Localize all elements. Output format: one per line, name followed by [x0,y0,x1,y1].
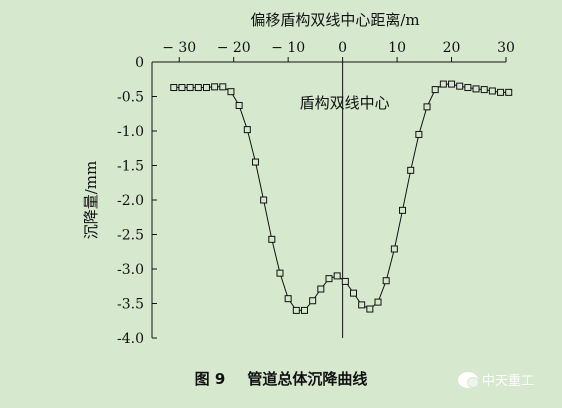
data-point [211,83,219,91]
data-point [300,306,308,314]
x-tick-label: 10 [388,40,406,56]
data-point [227,88,235,96]
data-point [341,277,349,285]
data-point [358,301,366,309]
y-tick-label: -0.5 [117,90,144,106]
x-axis-title: 偏移盾构双线中心距离/m [250,11,419,29]
data-point [505,88,513,96]
data-point [202,84,210,92]
figure-caption: 图 9 管道总体沉降曲线 [0,368,562,389]
y-tick-label: -2.5 [117,228,144,244]
data-point [374,298,382,306]
data-point [186,84,194,92]
x-tick-label: 30 [497,40,515,56]
data-point [292,306,300,314]
data-point [260,196,268,204]
watermark-text: 中天重工 [482,374,535,389]
y-tick-label: -3.5 [117,297,144,313]
data-point [276,269,284,277]
y-axis-title: 沉降量/mm [82,161,100,240]
data-point [325,275,333,283]
data-point [382,277,390,285]
data-point [350,289,358,297]
data-point [399,206,407,214]
x-tick-label: − 30 [162,40,196,56]
y-tick-label: 0 [135,55,144,71]
x-tick-label: 20 [443,40,461,56]
data-point [268,235,276,243]
data-point [178,84,186,92]
data-point [235,101,243,109]
data-point [480,86,488,94]
data-point [251,158,259,166]
data-point [464,84,472,92]
data-point [333,272,341,280]
figure-caption-text: 管道总体沉降曲线 [247,370,368,388]
data-point [423,103,431,111]
x-tick-label: 0 [338,40,347,56]
data-point [439,80,447,88]
data-point [194,84,202,92]
data-point [431,86,439,94]
data-point [284,295,292,303]
data-point [317,285,325,293]
data-point [366,305,374,313]
y-tick-label: -3.0 [117,262,144,278]
data-point [407,166,415,174]
series-line [173,83,509,311]
y-tick-label: -1.0 [117,124,144,140]
data-point [497,88,505,96]
data-point [448,80,456,88]
wechat-logo-icon [458,371,479,388]
data-point [415,130,423,138]
data-point [170,84,178,92]
center-annotation: 盾构双线中心 [300,94,390,112]
watermark: 中天重工 [458,370,534,389]
data-point [472,85,480,93]
figure-number: 图 9 [194,370,226,388]
data-point [243,126,251,134]
data-point [390,245,398,253]
y-tick-label: -4.0 [117,331,144,347]
y-tick-label: -1.5 [117,159,144,175]
data-point [219,83,227,91]
x-tick-label: − 10 [271,40,305,56]
y-tick-label: -2.0 [117,193,144,209]
data-point [309,297,317,305]
data-point [488,87,496,95]
data-point [456,82,464,90]
x-tick-label: − 20 [217,40,251,56]
